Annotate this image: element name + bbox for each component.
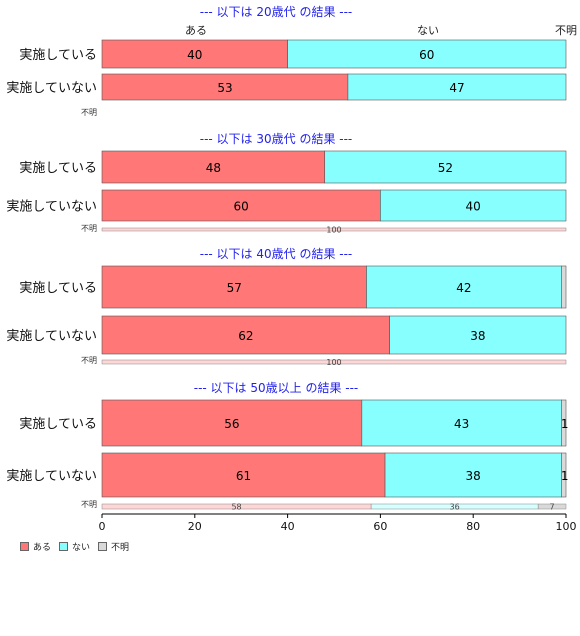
row-label-2-1: 実施していない <box>6 328 97 344</box>
legend-item-aru: ある <box>20 540 51 553</box>
bar-label-2-1-0: 62 <box>238 329 253 343</box>
bar-label-2-0-1: 42 <box>456 281 471 295</box>
legend-item-fumei: 不明 <box>98 540 129 553</box>
legend-item-nai: ない <box>59 540 90 553</box>
bar-segment-1-0-0 <box>101 150 326 184</box>
legend-swatch-aru <box>20 542 29 551</box>
bar-segment-2-1-0 <box>101 315 390 355</box>
bar-label-2-1-1: 38 <box>470 329 485 343</box>
bar-label-3-1-1: 38 <box>466 469 481 483</box>
row-label-1-0: 実施している <box>19 160 97 176</box>
bar-segment-3-0-2 <box>561 399 567 447</box>
bar-segment-0-1-1 <box>347 73 567 101</box>
bar-segment-0-1-0 <box>101 73 349 101</box>
fumei-label-2-0: 100 <box>326 358 341 367</box>
bar-label-3-1-0: 61 <box>236 469 251 483</box>
fumei-label-1-0: 100 <box>326 226 341 235</box>
bar-segment-1-1-0 <box>101 189 381 222</box>
x-tick-label-0: 0 <box>99 520 106 533</box>
fumei-segment-1-0 <box>101 227 567 232</box>
bar-label-2-0-0: 57 <box>227 281 242 295</box>
fumei-label-3-0: 58 <box>231 503 241 512</box>
fumei-row-label-1: 不明 <box>81 224 97 233</box>
bar-segment-1-0-1 <box>324 150 567 184</box>
bar-segment-2-1-1 <box>389 315 567 355</box>
bar-label-1-0-1: 52 <box>438 161 453 175</box>
legend-label-fumei: 不明 <box>111 543 130 553</box>
bar-label-0-1-0: 53 <box>217 81 232 95</box>
bar-segment-0-0-0 <box>101 39 288 69</box>
bar-label-3-0-0: 56 <box>224 417 239 431</box>
fumei-row-label-3: 不明 <box>81 500 97 509</box>
legend-label-aru: ある <box>33 543 52 553</box>
row-label-2-0: 実施している <box>19 280 97 296</box>
bar-segment-3-1-0 <box>101 452 386 498</box>
bar-segment-0-0-1 <box>287 39 567 69</box>
bar-label-3-0-2: 1 <box>561 417 569 431</box>
row-label-1-1: 実施していない <box>6 199 97 215</box>
x-tick-label-3: 60 <box>373 520 387 533</box>
fumei-segment-2-0 <box>101 359 567 365</box>
x-tick-label-5: 100 <box>556 520 577 533</box>
bar-segment-1-1-1 <box>380 189 567 222</box>
top-label-aru: ある <box>185 24 207 37</box>
x-tick-label-1: 20 <box>188 520 202 533</box>
row-label-3-1: 実施していない <box>6 468 97 484</box>
bar-label-1-0-0: 48 <box>206 161 221 175</box>
bar-segment-2-0-1 <box>366 265 562 309</box>
x-tick-label-2: 40 <box>281 520 295 533</box>
bar-label-1-1-1: 40 <box>466 200 481 214</box>
bar-label-0-0-1: 60 <box>419 48 434 62</box>
panel-title-0: --- 以下は 20歳代 の結果 --- <box>200 5 353 19</box>
legend-swatch-fumei <box>98 542 108 551</box>
bar-label-3-1-2: 1 <box>561 469 569 483</box>
bar-segment-3-1-2 <box>561 452 567 498</box>
row-label-0-1: 実施していない <box>6 80 97 96</box>
bar-segment-2-0-2 <box>561 265 567 309</box>
fumei-label-3-2: 7 <box>550 503 555 512</box>
fumei-label-3-1: 36 <box>450 503 460 512</box>
bar-label-0-1-1: 47 <box>449 81 464 95</box>
bar-segment-3-1-1 <box>384 452 562 498</box>
row-label-3-0: 実施している <box>19 416 97 432</box>
fumei-row-label-0: 不明 <box>81 108 97 117</box>
bar-label-3-0-1: 43 <box>454 417 469 431</box>
bar-segment-2-0-0 <box>101 265 367 309</box>
panel-title-1: --- 以下は 30歳代 の結果 --- <box>200 132 353 146</box>
top-label-nai: ない <box>417 24 439 37</box>
fumei-segment-3-2 <box>537 503 567 510</box>
legend-swatch-nai <box>59 542 69 551</box>
bar-segment-3-0-1 <box>361 399 562 447</box>
top-label-fumei: 不明 <box>555 24 577 37</box>
fumei-row-label-2: 不明 <box>81 356 97 365</box>
row-label-0-0: 実施している <box>19 47 97 63</box>
panel-title-3: --- 以下は 50歳以上 の結果 --- <box>194 381 359 395</box>
bar-label-0-0-0: 40 <box>187 48 202 62</box>
panel-title-2: --- 以下は 40歳代 の結果 --- <box>200 247 353 261</box>
bar-segment-3-0-0 <box>101 399 363 447</box>
x-tick-label-4: 80 <box>466 520 480 533</box>
bar-label-1-1-0: 60 <box>234 200 249 214</box>
chart-legend: ある ない 不明 <box>20 540 129 553</box>
legend-label-nai: ない <box>72 543 91 553</box>
